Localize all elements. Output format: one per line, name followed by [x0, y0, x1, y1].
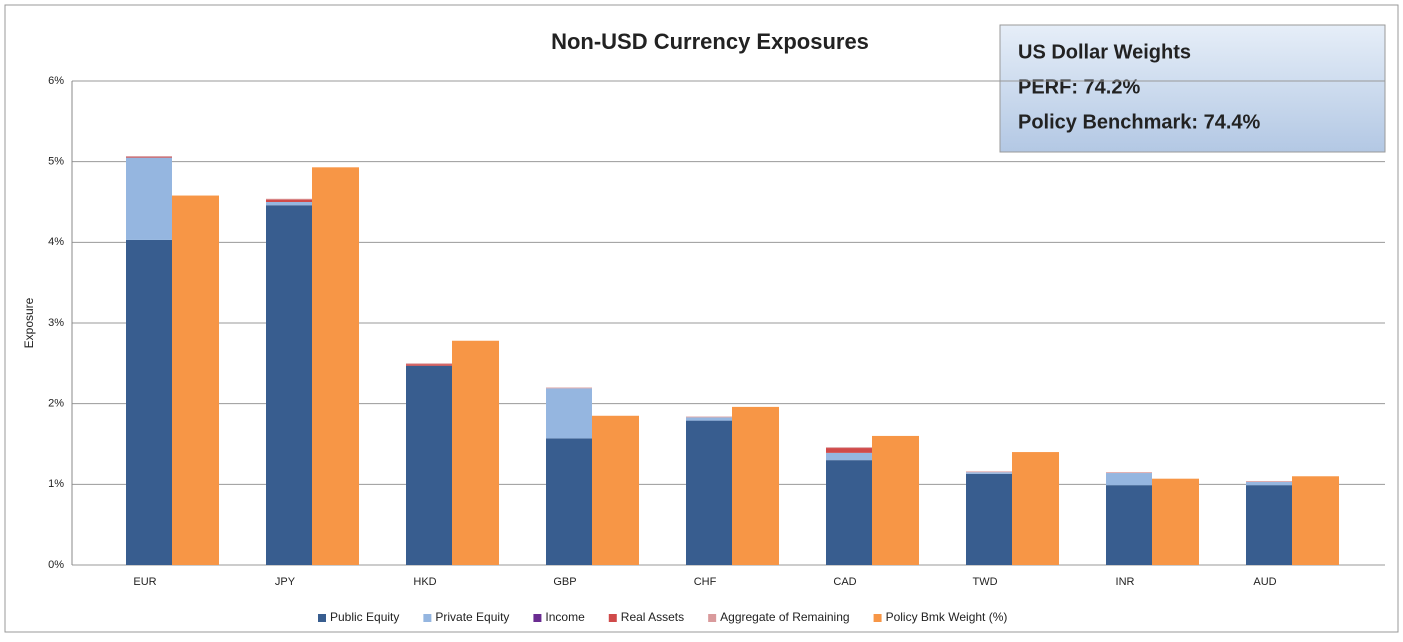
legend-swatch	[318, 614, 326, 622]
bar-segment	[266, 199, 312, 202]
x-tick-label: GBP	[553, 576, 576, 588]
bar-segment	[1106, 472, 1152, 474]
bar-segment	[686, 416, 732, 418]
annotation-title: US Dollar Weights	[1018, 41, 1191, 63]
bar	[452, 340, 499, 565]
bar-segment	[966, 473, 1012, 565]
bar-segment	[126, 157, 172, 240]
y-tick-label: 1%	[48, 478, 64, 490]
chart-title: Non-USD Currency Exposures	[551, 29, 869, 54]
bar	[172, 195, 219, 565]
legend-swatch	[533, 614, 542, 622]
x-tick-label: HKD	[413, 576, 436, 588]
legend-swatch	[708, 614, 717, 622]
x-tick-label: AUD	[1253, 576, 1276, 588]
y-tick-label: 4%	[48, 236, 64, 248]
legend-label: Public Equity	[330, 610, 399, 624]
y-tick-label: 2%	[48, 398, 64, 410]
bar-segment	[826, 447, 872, 449]
annotation-line: Policy Benchmark: 74.4%	[1018, 111, 1261, 133]
bar-segment	[686, 417, 732, 421]
x-tick-label: CHF	[694, 576, 717, 588]
x-tick-label: TWD	[972, 576, 997, 588]
bar-segment	[126, 156, 172, 158]
bar-segment	[826, 452, 872, 461]
legend-swatch	[423, 614, 432, 622]
bar-segment	[1106, 485, 1152, 565]
bar	[872, 435, 919, 565]
legend-label: Private Equity	[435, 610, 509, 624]
x-tick-label: INR	[1116, 576, 1135, 588]
bar-segment	[1246, 481, 1292, 482]
bar-segment	[686, 420, 732, 565]
y-tick-label: 0%	[48, 559, 64, 571]
bar	[312, 167, 359, 565]
bar-segment	[266, 205, 312, 565]
bar	[592, 415, 639, 565]
bar-segment	[406, 364, 452, 366]
y-axis-label: Exposure	[22, 297, 36, 348]
x-tick-label: JPY	[275, 576, 296, 588]
bar-segment	[546, 388, 592, 439]
legend-swatch	[608, 614, 617, 622]
legend-label: Aggregate of Remaining	[720, 610, 849, 624]
bar	[1012, 452, 1059, 565]
bar-segment	[1246, 485, 1292, 565]
bar-segment	[826, 460, 872, 565]
annotation-line: PERF: 74.2%	[1018, 76, 1140, 98]
y-tick-label: 3%	[48, 317, 64, 329]
bar-segment	[546, 438, 592, 565]
annotation-box	[999, 24, 1386, 153]
legend-label: Real Assets	[621, 610, 684, 624]
bar-segment	[406, 363, 452, 365]
bar-segment	[266, 198, 312, 200]
bar-segment	[966, 471, 1012, 473]
bar-segment	[126, 239, 172, 565]
bar-segment	[1246, 481, 1292, 486]
bar	[1152, 478, 1199, 565]
legend-label: Policy Bmk Weight (%)	[886, 610, 1008, 624]
bar-segment	[1106, 473, 1152, 486]
y-tick-label: 6%	[48, 75, 64, 87]
x-tick-label: EUR	[133, 576, 156, 588]
bar	[1292, 476, 1339, 565]
legend-swatch	[873, 614, 882, 622]
bar-segment	[546, 387, 592, 389]
bar-segment	[406, 365, 452, 565]
bar-segment	[826, 448, 872, 453]
x-tick-label: CAD	[833, 576, 856, 588]
legend-label: Income	[545, 610, 585, 624]
bar	[732, 406, 779, 565]
y-tick-label: 5%	[48, 156, 64, 168]
bar-segment	[266, 202, 312, 206]
bar-segment	[126, 156, 172, 157]
bar-segment	[966, 472, 1012, 474]
